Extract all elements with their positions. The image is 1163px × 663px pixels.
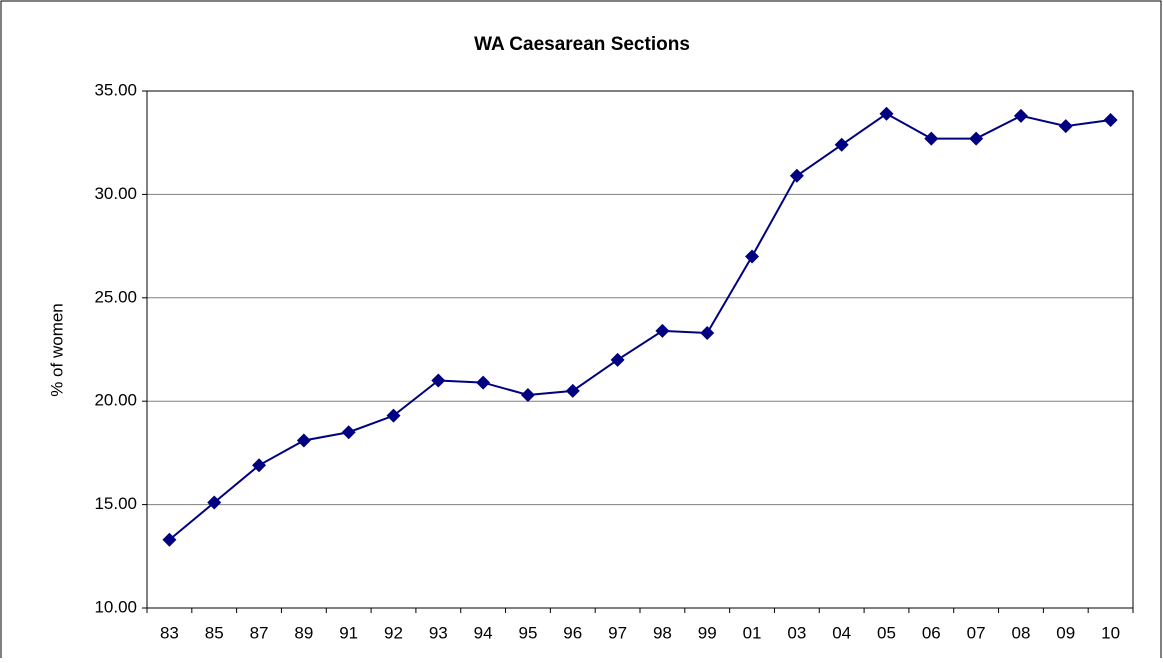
x-tick-label: 01 xyxy=(743,623,762,642)
x-tick-label: 06 xyxy=(922,623,941,642)
x-tick-label: 94 xyxy=(474,623,493,642)
x-tick-label: 83 xyxy=(160,623,179,642)
data-marker xyxy=(386,408,401,423)
data-marker xyxy=(610,352,625,367)
x-tick-label: 91 xyxy=(339,623,358,642)
x-tick-label: 08 xyxy=(1011,623,1030,642)
data-line xyxy=(168,112,1111,541)
y-tick-label: 25.00 xyxy=(94,287,137,306)
y-tick-label: 15.00 xyxy=(94,494,137,513)
y-tick-label: 35.00 xyxy=(94,80,137,99)
y-tick-label: 30.00 xyxy=(94,184,137,203)
data-marker xyxy=(341,425,356,440)
x-tick-label: 87 xyxy=(250,623,269,642)
x-tick-label: 97 xyxy=(608,623,627,642)
data-marker xyxy=(476,375,491,390)
data-marker xyxy=(969,131,984,146)
chart-title: WA Caesarean Sections xyxy=(474,34,690,55)
data-marker xyxy=(879,106,894,121)
x-tick-label: 89 xyxy=(294,623,313,642)
data-marker xyxy=(1058,119,1073,134)
data-marker xyxy=(924,131,939,146)
x-tick-label: 95 xyxy=(518,623,537,642)
x-tick-label: 10 xyxy=(1101,623,1120,642)
x-tick-label: 85 xyxy=(205,623,224,642)
x-tick-label: 07 xyxy=(967,623,986,642)
x-tick-label: 04 xyxy=(832,623,851,642)
data-marker xyxy=(1013,108,1028,123)
data-marker xyxy=(296,433,311,448)
y-tick-label: 20.00 xyxy=(94,391,137,410)
data-marker xyxy=(789,168,804,183)
data-marker xyxy=(207,495,222,510)
data-marker xyxy=(700,325,715,340)
y-axis-label: % of women xyxy=(47,303,66,397)
x-tick-label: 98 xyxy=(653,623,672,642)
data-marker xyxy=(252,458,267,473)
data-marker xyxy=(745,249,760,264)
x-tick-label: 03 xyxy=(787,623,806,642)
x-tick-label: 92 xyxy=(384,623,403,642)
data-marker xyxy=(655,323,670,338)
data-marker xyxy=(162,532,177,547)
data-marker xyxy=(431,373,446,388)
y-tick-label: 10.00 xyxy=(94,597,137,616)
x-tick-label: 05 xyxy=(877,623,896,642)
x-tick-label: 96 xyxy=(563,623,582,642)
data-marker xyxy=(565,383,580,398)
data-marker xyxy=(1103,112,1118,127)
data-marker xyxy=(834,137,849,152)
data-marker xyxy=(520,387,535,402)
x-tick-label: 99 xyxy=(698,623,717,642)
x-tick-label: 09 xyxy=(1056,623,1075,642)
x-tick-label: 93 xyxy=(429,623,448,642)
